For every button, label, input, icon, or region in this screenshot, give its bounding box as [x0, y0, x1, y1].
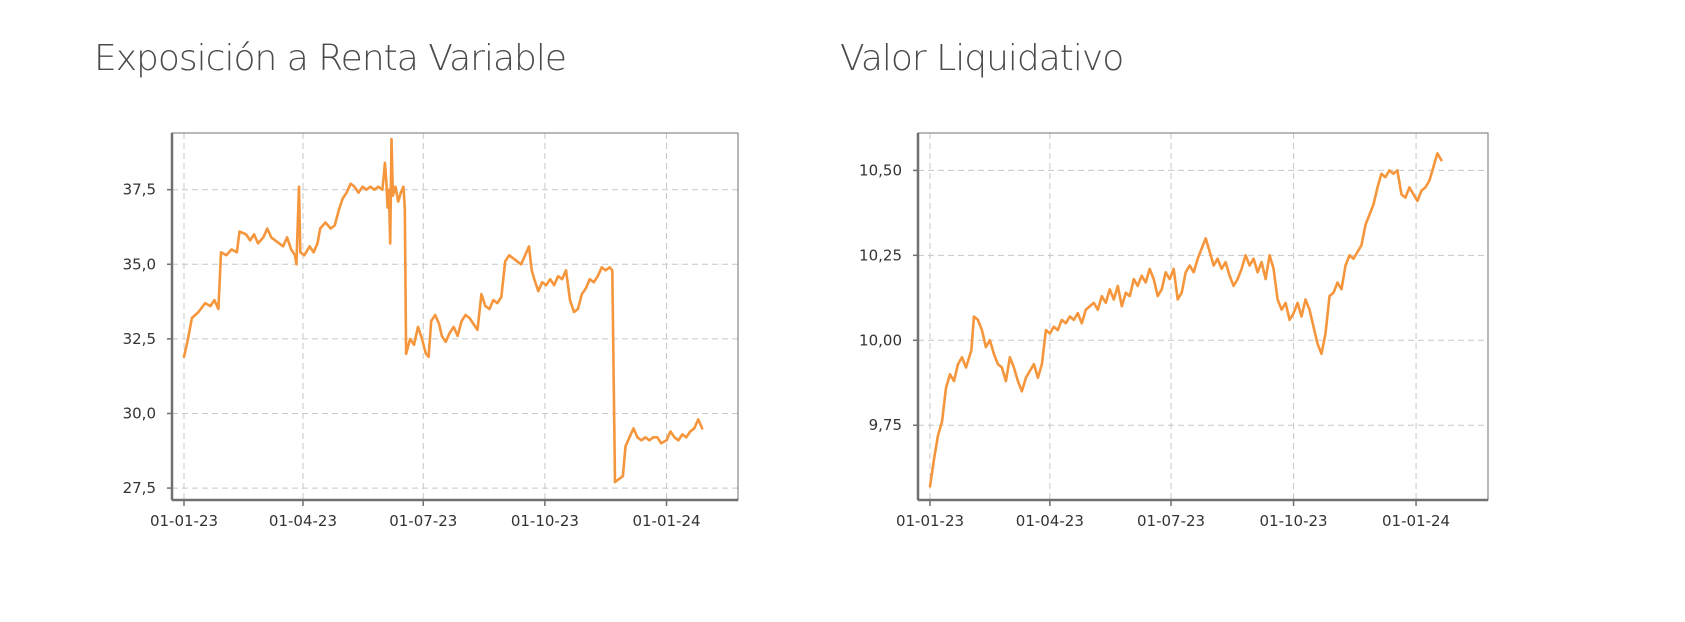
x-tick-label: 01-01-24: [1382, 512, 1450, 530]
series-line: [928, 152, 1443, 488]
x-tick-label: 01-04-23: [1016, 512, 1084, 530]
y-tick-label: 37,5: [123, 181, 156, 199]
y-tick-label: 35,0: [123, 255, 156, 273]
x-tick-label: 01-01-23: [896, 512, 964, 530]
chart-title-valor-liquidativo: Valor Liquidativo: [840, 38, 1124, 79]
y-tick-label: 9,75: [869, 416, 902, 434]
y-tick-label: 10,25: [859, 246, 902, 264]
valor-liquidativo-chart: 9,75 10,00 10,25 10,50 01-01-23 01-04-23 01-07…: [859, 132, 1489, 530]
x-tick-label: 01-04-23: [269, 512, 337, 530]
x-tick-label: 01-10-23: [1260, 512, 1328, 530]
y-tick-label: 32,5: [123, 330, 156, 348]
x-tick-label: 01-10-23: [511, 512, 579, 530]
plot-frame: [171, 132, 739, 501]
renta-variable-chart: 27,5 30,0 32,5 35,0 37,5 01-01-23 01-04-23 01-0…: [123, 132, 739, 530]
chart-title-renta-variable: Exposición a Renta Variable: [94, 38, 567, 79]
plot-frame: [917, 132, 1489, 501]
y-tick-label: 10,50: [859, 161, 902, 179]
x-tick-label: 01-07-23: [1137, 512, 1205, 530]
x-tick-label: 01-07-23: [389, 512, 457, 530]
series-line: [182, 137, 704, 484]
y-tick-label: 30,0: [123, 404, 156, 422]
y-tick-label: 10,00: [859, 331, 902, 349]
x-tick-label: 01-01-24: [632, 512, 700, 530]
x-tick-label: 01-01-23: [150, 512, 218, 530]
y-tick-label: 27,5: [123, 479, 156, 497]
